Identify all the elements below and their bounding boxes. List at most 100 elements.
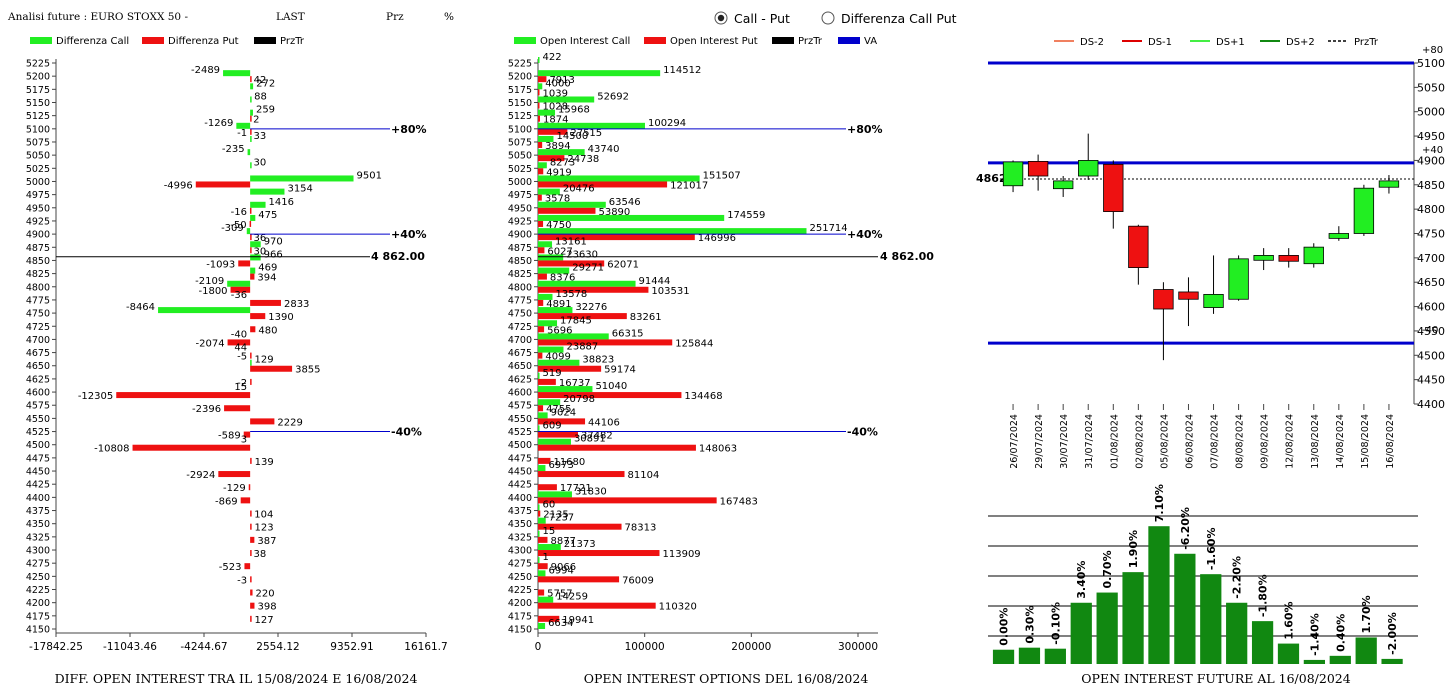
call-oi-bar [538,596,554,603]
call-oi-bar [538,425,540,432]
future-oi-label: 0.40% [1334,614,1347,652]
call-diff-label: 966 [264,249,283,260]
put-oi-bar [538,563,548,570]
call-oi-bar [538,623,546,629]
put-oi-label: 27515 [570,128,602,139]
call-diff-label: -1269 [204,118,233,129]
call-oi-bar [538,438,571,445]
call-oi-bar [538,83,543,90]
level-label: +80 [1422,45,1443,56]
y-tick-label: 4200 [508,598,532,609]
put-oi-label: 121017 [670,180,708,191]
call-diff-bar [250,201,266,208]
y-tick-label: 4150 [508,625,532,636]
level-label: +40% [391,228,427,241]
extra-label: 44 [234,343,247,354]
future-oi-label: -1.40% [1308,613,1321,656]
call-oi-label: 20476 [563,184,595,195]
put-oi-label: 83261 [630,312,662,323]
call-oi-bar [538,504,540,511]
call-oi-bar [538,201,606,208]
date-label: 31/07/2024 [1084,414,1095,469]
candle-body [1278,255,1299,262]
put-oi-bar [538,378,556,385]
put-oi-bar [538,76,547,83]
call-oi-label: 1 [543,552,549,563]
put-oi-label: 9066 [551,562,576,573]
call-oi-label: 8273 [550,157,575,168]
radio-diff-call-put[interactable]: Differenza Call Put [821,11,957,26]
put-oi-bar [538,102,540,109]
candle-body [1078,160,1099,177]
candle-body [1128,225,1149,268]
put-diff-label: 127 [255,615,274,626]
y-tick-label: 5175 [508,85,532,96]
candle-body [1253,255,1274,261]
call-diff-label: 33 [254,131,267,142]
pct-label: % [444,11,454,23]
level-label: -40% [391,426,422,439]
put-oi-bar [538,128,568,135]
put-diff-bar [250,523,252,530]
call-oi-bar [538,254,564,261]
y-tick-label: 5100 [508,124,532,135]
call-oi-label: 14259 [556,592,588,603]
y-tick-label: 4475 [508,453,532,464]
call-oi-bar [538,135,554,142]
y-tick-label: 4950 [26,203,50,214]
call-diff-bar [250,109,253,116]
y-tick-label: 4975 [508,190,532,201]
call-oi-label: 15 [543,526,556,537]
put-oi-label: 113909 [663,549,701,560]
diff-oi-chart: 5225 5200 5175 5150 5125 5100 5075 5050 5025 5000… [26,59,448,654]
put-diff-bar [250,589,253,596]
put-diff-label: 3855 [295,365,320,376]
put-oi-bar [538,299,544,306]
put-diff-bar [238,260,251,267]
put-oi-label: 167483 [720,496,758,507]
put-oi-bar [538,365,602,372]
put-diff-label: -523 [219,562,242,573]
put-oi-label: 8877 [550,536,575,547]
call-diff-bar [250,214,256,221]
call-oi-bar [538,228,807,235]
call-diff-bar [250,175,354,182]
call-oi-label: 52692 [597,91,629,102]
legend-va: VA [864,36,877,47]
date-label: 02/08/2024 [1134,414,1145,469]
call-oi-label: 609 [543,421,562,432]
radio-call-put[interactable]: Call - Put [714,11,790,26]
y-tick-label: 5025 [26,164,50,175]
future-oi-label: -0.10% [1049,602,1062,645]
put-diff-label: 42 [254,75,267,86]
call-oi-bar [538,57,540,63]
call-diff-bar [246,228,251,235]
put-diff-label: -10808 [94,444,129,455]
put-oi-bar [538,510,541,517]
y-tick-label: 4775 [26,295,50,306]
legend-ds+2: DS+2 [1286,37,1315,48]
call-oi-bar [538,570,546,577]
level-label: +40 [1422,145,1443,156]
candle-body [1178,291,1199,300]
y-tick-label: 4750 [1417,228,1445,241]
call-diff-label: 1416 [269,197,294,208]
put-diff-bar [250,128,252,135]
call-oi-label: 14500 [556,131,588,142]
y-tick-label: 5050 [1417,81,1445,94]
future-oi-label: 0.00% [998,608,1011,646]
put-oi-label: 37482 [581,431,613,442]
date-label: 13/08/2024 [1310,414,1321,469]
put-oi-bar [538,352,543,359]
put-oi-bar [538,286,649,293]
put-oi-bar [538,247,545,254]
y-tick-label: 5025 [508,164,532,175]
future-oi-bar [1200,574,1222,664]
put-diff-label: 398 [257,602,276,613]
put-diff-bar [250,115,252,122]
call-oi-label: 51040 [595,381,627,392]
put-diff-bar [195,181,251,188]
put-oi-bar [538,418,586,425]
put-oi-label: 3894 [545,141,570,152]
put-oi-label: 5757 [547,589,572,600]
